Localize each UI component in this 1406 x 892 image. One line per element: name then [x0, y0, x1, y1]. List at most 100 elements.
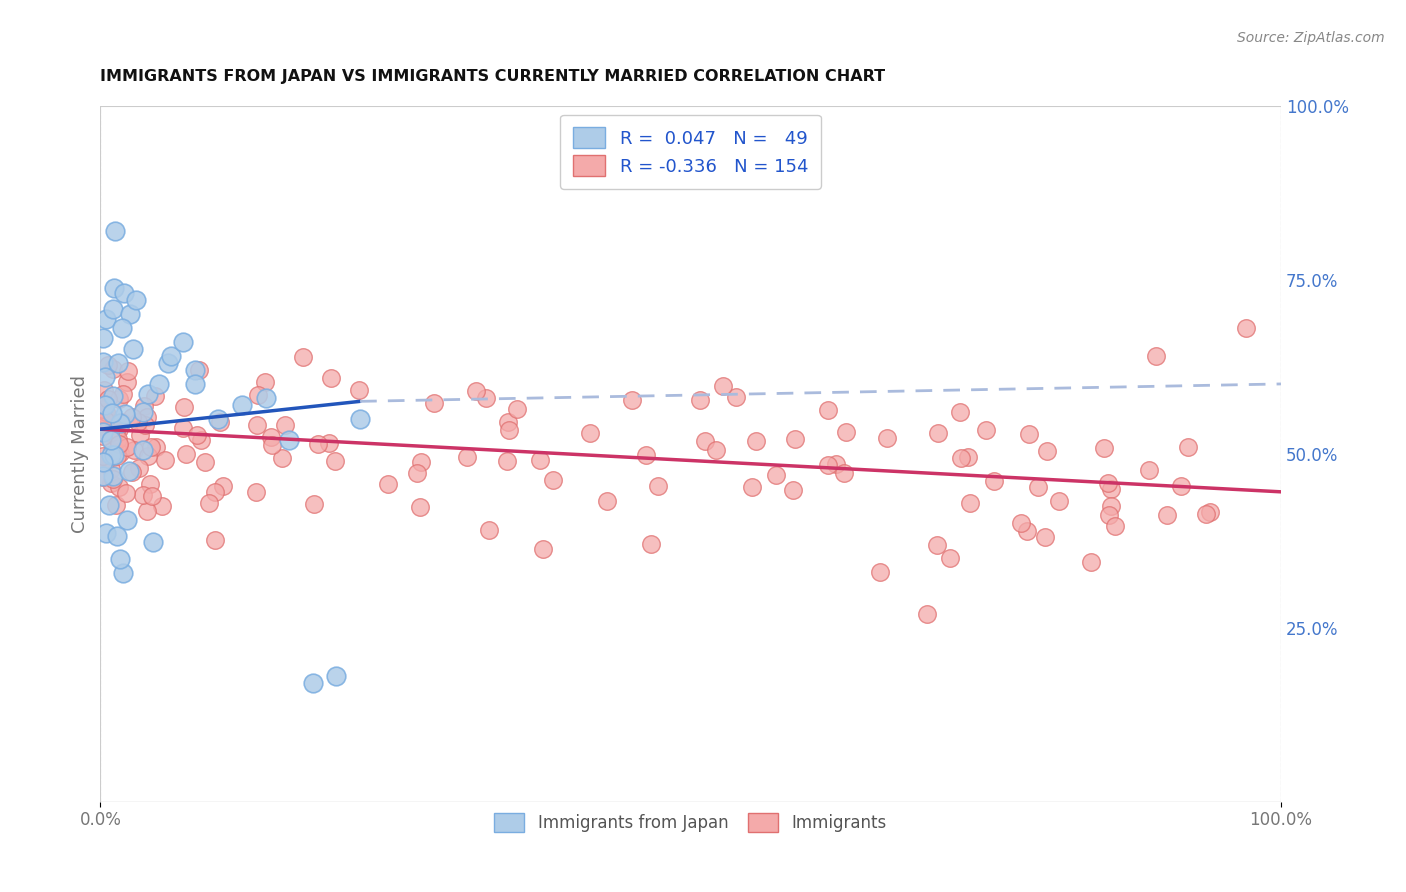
- Point: [543, 473, 565, 487]
- Point: [782, 483, 804, 497]
- Point: [97, 498, 120, 512]
- Point: [103, 472, 125, 486]
- Point: [94, 405, 117, 419]
- Point: [1170, 479, 1192, 493]
- Point: [704, 443, 727, 458]
- Point: [1104, 519, 1126, 533]
- Point: [579, 425, 602, 440]
- Point: [254, 391, 277, 405]
- Point: [160, 349, 183, 363]
- Point: [103, 448, 125, 462]
- Point: [634, 448, 657, 462]
- Point: [204, 533, 226, 547]
- Point: [94, 525, 117, 540]
- Point: [207, 411, 229, 425]
- Point: [1099, 482, 1122, 496]
- Point: [141, 440, 163, 454]
- Point: [693, 434, 716, 449]
- Point: [939, 551, 962, 566]
- Point: [134, 399, 156, 413]
- Point: [108, 480, 131, 494]
- Point: [93, 383, 115, 397]
- Point: [347, 383, 370, 397]
- Point: [1137, 463, 1160, 477]
- Point: [96, 311, 118, 326]
- Point: [125, 293, 148, 308]
- Point: [93, 413, 115, 427]
- Point: [91, 425, 114, 439]
- Point: [1033, 530, 1056, 544]
- Point: [91, 428, 114, 442]
- Point: [153, 452, 176, 467]
- Point: [1156, 508, 1178, 523]
- Point: [835, 425, 858, 439]
- Point: [745, 434, 768, 449]
- Point: [118, 307, 141, 321]
- Point: [108, 417, 131, 432]
- Point: [711, 379, 734, 393]
- Point: [405, 466, 427, 480]
- Point: [91, 410, 114, 425]
- Point: [139, 476, 162, 491]
- Point: [498, 423, 520, 437]
- Point: [783, 432, 806, 446]
- Point: [274, 417, 297, 432]
- Point: [101, 468, 124, 483]
- Point: [689, 393, 711, 408]
- Point: [91, 450, 114, 464]
- Point: [621, 392, 644, 407]
- Point: [949, 405, 972, 419]
- Point: [98, 425, 121, 440]
- Point: [107, 422, 129, 436]
- Point: [97, 358, 120, 372]
- Point: [1017, 524, 1039, 539]
- Point: [1177, 440, 1199, 454]
- Point: [377, 476, 399, 491]
- Point: [1010, 516, 1032, 530]
- Point: [115, 513, 138, 527]
- Point: [423, 396, 446, 410]
- Point: [112, 286, 135, 301]
- Point: [107, 356, 129, 370]
- Point: [112, 566, 135, 580]
- Point: [111, 415, 134, 429]
- Point: [114, 407, 136, 421]
- Point: [231, 398, 253, 412]
- Point: [117, 440, 139, 454]
- Point: [1047, 494, 1070, 508]
- Point: [724, 390, 747, 404]
- Point: [172, 335, 194, 350]
- Point: [132, 405, 155, 419]
- Point: [105, 498, 128, 512]
- Y-axis label: Currently Married: Currently Married: [72, 375, 89, 533]
- Point: [128, 460, 150, 475]
- Point: [1234, 321, 1257, 335]
- Point: [411, 455, 433, 469]
- Point: [1195, 507, 1218, 521]
- Point: [107, 432, 129, 446]
- Point: [765, 468, 787, 483]
- Point: [198, 496, 221, 510]
- Point: [496, 454, 519, 468]
- Point: [832, 466, 855, 480]
- Point: [817, 458, 839, 472]
- Point: [506, 401, 529, 416]
- Point: [101, 362, 124, 376]
- Point: [319, 371, 342, 385]
- Point: [817, 402, 839, 417]
- Point: [150, 500, 173, 514]
- Point: [143, 389, 166, 403]
- Point: [204, 484, 226, 499]
- Point: [307, 437, 329, 451]
- Point: [127, 415, 149, 429]
- Point: [349, 411, 371, 425]
- Point: [983, 475, 1005, 489]
- Point: [194, 455, 217, 469]
- Point: [184, 363, 207, 377]
- Point: [103, 302, 125, 317]
- Point: [91, 330, 114, 344]
- Point: [246, 417, 269, 432]
- Point: [134, 418, 156, 433]
- Point: [640, 537, 662, 551]
- Point: [100, 434, 122, 448]
